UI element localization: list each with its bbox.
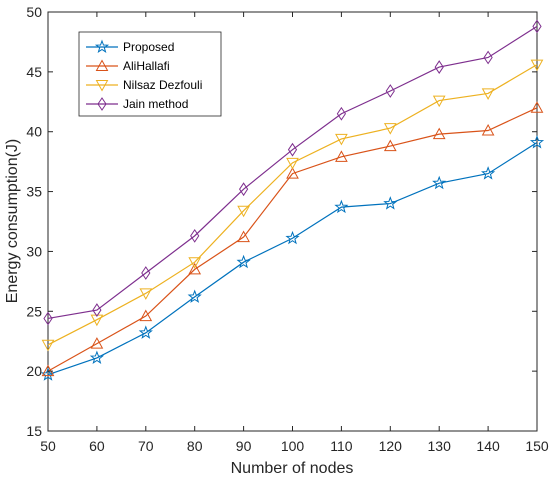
data-point-marker <box>89 350 104 364</box>
legend-marker <box>95 80 109 92</box>
y-tick-label: 35 <box>26 184 42 200</box>
y-tick-label: 40 <box>26 124 42 140</box>
legend-item: Proposed <box>86 39 174 54</box>
data-point-marker <box>481 123 495 136</box>
data-point-marker <box>188 257 202 269</box>
data-point-marker <box>190 228 200 243</box>
data-point-marker <box>90 314 104 327</box>
data-point-marker <box>383 123 397 135</box>
x-tick-label: 130 <box>428 438 452 454</box>
legend-marker <box>95 59 109 71</box>
data-point-marker <box>383 139 397 152</box>
legend-item: Nilsaz Dezfouli <box>86 78 202 92</box>
legend-label: AliHallafi <box>123 59 170 73</box>
data-point-marker <box>334 199 349 214</box>
data-point-marker <box>236 254 251 269</box>
data-point-marker <box>187 289 202 303</box>
data-point-marker <box>41 339 55 352</box>
legend-marker <box>97 97 107 111</box>
x-tick-label: 100 <box>281 438 305 454</box>
y-tick-label: 50 <box>26 4 42 20</box>
data-point-marker <box>92 303 102 317</box>
x-tick-label: 50 <box>40 438 56 454</box>
data-point-marker <box>237 230 250 243</box>
data-point-marker <box>483 50 493 65</box>
data-point-marker <box>432 175 447 190</box>
data-point-marker <box>529 135 545 149</box>
legend-item: Jain method <box>86 97 188 111</box>
series-nilsaz-dezfouli <box>41 59 544 352</box>
data-point-marker <box>90 337 104 349</box>
legend-label: Proposed <box>123 40 174 54</box>
series-line <box>47 107 538 372</box>
x-tick-label: 150 <box>525 438 549 454</box>
series-line <box>47 64 538 346</box>
legend-label: Nilsaz Dezfouli <box>123 78 202 92</box>
data-point-marker <box>237 205 250 218</box>
data-point-marker <box>432 95 446 108</box>
series-jain-method <box>43 19 542 326</box>
data-point-marker <box>141 266 151 280</box>
axis-ticks: 50 60 70 80 90 100 110 120 130 140 150 15 20 25 30 35 40… <box>26 4 548 454</box>
data-point-marker <box>530 59 544 72</box>
x-tick-label: 140 <box>476 438 500 454</box>
series-line <box>47 25 538 320</box>
y-tick-label: 15 <box>26 423 42 439</box>
x-tick-label: 70 <box>138 438 154 454</box>
data-point-marker <box>238 182 249 197</box>
data-point-marker <box>335 133 348 146</box>
data-point-marker <box>139 309 153 322</box>
data-point-marker <box>286 167 299 179</box>
x-axis-label: Number of nodes <box>231 460 354 477</box>
data-point-marker <box>385 84 395 98</box>
data-point-marker <box>139 288 153 300</box>
x-tick-label: 110 <box>330 438 353 454</box>
y-tick-label: 30 <box>26 243 42 259</box>
x-tick-label: 120 <box>379 438 403 454</box>
data-point-marker <box>336 106 347 121</box>
y-axis-label: Energy consumption(J) <box>4 139 21 304</box>
x-tick-label: 80 <box>187 438 203 454</box>
legend-item: AliHallafi <box>86 59 170 73</box>
data-point-marker <box>383 196 398 210</box>
data-point-marker <box>530 101 544 113</box>
x-tick-label: 90 <box>236 438 252 454</box>
data-point-marker <box>481 166 496 180</box>
y-tick-label: 45 <box>26 64 42 80</box>
series-line <box>47 141 538 376</box>
legend-label: Jain method <box>123 97 188 111</box>
data-point-marker <box>432 127 446 140</box>
legend-marker <box>94 39 110 54</box>
x-tick-label: 60 <box>89 438 105 454</box>
data-point-marker <box>532 19 542 34</box>
data-point-marker <box>286 157 299 170</box>
data-point-marker <box>43 311 53 326</box>
data-point-marker <box>434 60 444 74</box>
data-point-marker <box>287 142 298 157</box>
legend-box <box>78 31 222 117</box>
data-point-marker <box>481 88 495 100</box>
data-point-marker <box>335 150 348 162</box>
y-tick-label: 25 <box>26 303 42 319</box>
legend: Proposed AliHallafi Nilsaz Dezfouli Jain me… <box>78 31 222 117</box>
y-tick-label: 20 <box>26 363 42 379</box>
data-point-marker <box>285 230 300 245</box>
series-proposed <box>40 135 545 381</box>
series-layer <box>40 19 545 381</box>
data-point-marker <box>138 325 153 339</box>
data-point-marker <box>188 262 202 275</box>
